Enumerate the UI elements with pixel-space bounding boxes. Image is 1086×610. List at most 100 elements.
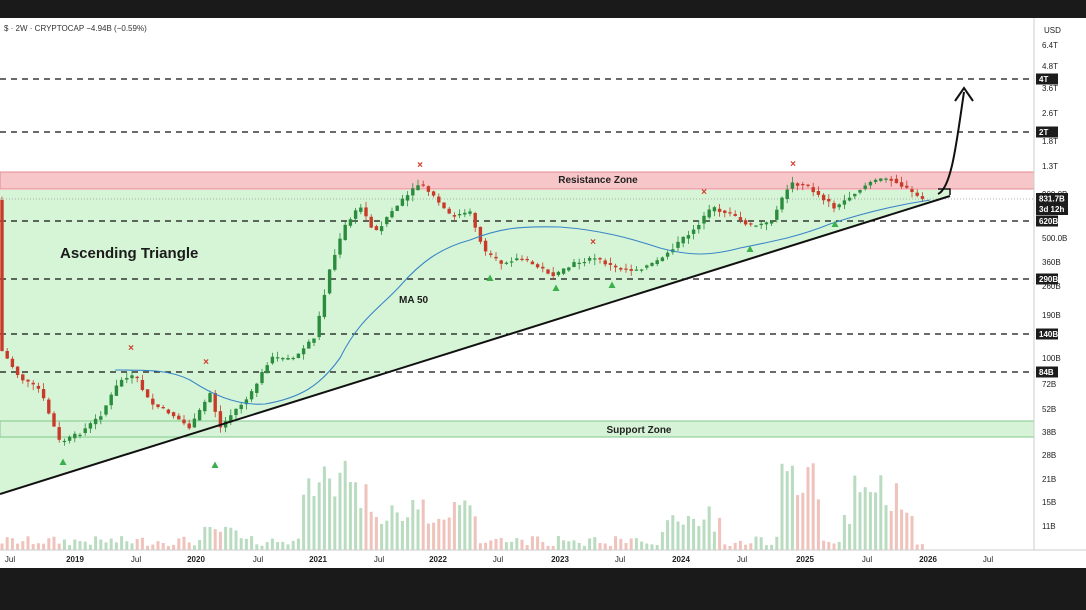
- candle-body: [873, 179, 878, 182]
- volume-bar: [520, 539, 524, 550]
- candle-body: [759, 223, 763, 226]
- candle-body: [697, 225, 701, 230]
- volume-bar: [593, 537, 597, 550]
- price-level-label-box: [1036, 215, 1058, 227]
- volume-bar: [203, 526, 207, 550]
- volume-bar: [608, 545, 612, 550]
- time-axis-tick: 2022: [429, 555, 447, 564]
- candle-body: [208, 393, 212, 403]
- candle-body: [416, 185, 420, 191]
- candle-body: [364, 207, 368, 217]
- volume-bar: [208, 527, 212, 550]
- volume-bar: [900, 509, 904, 550]
- volume-bar: [333, 496, 337, 550]
- volume-bar: [229, 527, 233, 550]
- price-axis-tick: 52B: [1042, 405, 1056, 414]
- candle-body: [307, 341, 311, 349]
- price-chart[interactable]: Resistance Zone Support Zone × × × × × × Asce…: [0, 18, 1086, 568]
- ma-label: MA 50: [399, 295, 429, 306]
- candle-body: [858, 190, 862, 193]
- candle-body: [811, 187, 815, 193]
- volume-bar: [588, 538, 592, 550]
- time-axis-tick: Jul: [615, 555, 625, 564]
- resistance-zone-label: Resistance Zone: [558, 175, 638, 186]
- volume-bar: [572, 540, 576, 550]
- volume-bar: [655, 544, 659, 550]
- volume-bar: [707, 506, 711, 550]
- volume-bar: [582, 545, 586, 550]
- candle-body: [327, 269, 332, 294]
- volume-bar: [88, 544, 92, 550]
- volume-bar: [73, 539, 77, 550]
- volume-bar: [166, 545, 170, 550]
- candle-body: [203, 401, 207, 412]
- volume-bar: [775, 536, 779, 550]
- candle-body: [473, 213, 477, 228]
- volume-bar: [484, 542, 488, 550]
- candle-body: [879, 178, 883, 181]
- volume-bar: [78, 541, 82, 550]
- volume-bar: [286, 544, 290, 550]
- candle-body: [192, 418, 197, 428]
- candle-body: [125, 378, 129, 380]
- candle-body: [645, 265, 649, 268]
- rejection-marker: ×: [417, 160, 423, 171]
- candle-body: [530, 261, 535, 265]
- volume-bar: [312, 495, 316, 550]
- candle-body: [374, 226, 379, 231]
- volume-bar: [390, 505, 394, 550]
- ascending-support-line: [0, 195, 951, 495]
- time-axis[interactable]: Jul 2019 Jul 2020 Jul 2021 Jul 2022 Jul 2023 Jul 20…: [5, 555, 993, 564]
- candle-body: [156, 404, 160, 407]
- candle-body: [255, 383, 259, 393]
- candle-body: [639, 269, 644, 271]
- volume-bar: [354, 482, 358, 550]
- price-level-label-box: [1036, 73, 1058, 85]
- candle-body: [769, 221, 774, 224]
- candle-body: [104, 405, 108, 415]
- price-axis[interactable]: 6.4T4.8T3.6T2.6T1.8T1.3T900.0B500.0B360B…: [1042, 41, 1067, 531]
- rejection-marker: ×: [203, 357, 209, 368]
- support-zone-label: Support Zone: [607, 425, 672, 436]
- volume-bar: [551, 545, 555, 550]
- candle-body: [353, 210, 358, 219]
- candle-body: [140, 379, 145, 390]
- candle-body: [567, 267, 571, 271]
- support-marker: [608, 281, 616, 288]
- candle-body: [795, 183, 800, 186]
- volume-bar: [780, 463, 784, 550]
- candle-body: [145, 389, 150, 398]
- candle-body: [437, 196, 441, 203]
- volume-bar: [380, 524, 384, 550]
- volume-bar: [796, 495, 800, 550]
- candle-body: [400, 198, 405, 206]
- price-axis-tick: 38B: [1042, 428, 1056, 437]
- time-axis-tick: Jul: [493, 555, 503, 564]
- arrow-head: [954, 86, 974, 102]
- volume-bar: [733, 542, 737, 550]
- volume-bar: [686, 515, 690, 550]
- volume-bar: [556, 536, 560, 550]
- candle-body: [660, 257, 665, 262]
- candle-body: [234, 408, 238, 416]
- volume-bar: [57, 543, 61, 550]
- volume-bar: [187, 542, 191, 550]
- volume-bar: [884, 505, 888, 550]
- candle-body: [556, 271, 561, 276]
- price-level-label: 290B: [1039, 275, 1058, 284]
- candle-body: [587, 257, 592, 261]
- volume-bar: [234, 530, 238, 550]
- volume-bar: [754, 536, 758, 550]
- candle-body: [390, 211, 394, 218]
- volume-bar: [307, 478, 311, 550]
- price-axis-tick: 4.8T: [1042, 62, 1058, 71]
- candle-body: [723, 210, 727, 213]
- price-level-label: 2T: [1039, 128, 1048, 137]
- candle-body: [535, 264, 540, 268]
- candle-body: [99, 416, 103, 420]
- candle-body: [265, 365, 269, 374]
- volume-bar: [910, 515, 914, 550]
- volume-bar: [702, 519, 706, 550]
- candle-body: [577, 262, 581, 264]
- candle-body: [837, 204, 841, 208]
